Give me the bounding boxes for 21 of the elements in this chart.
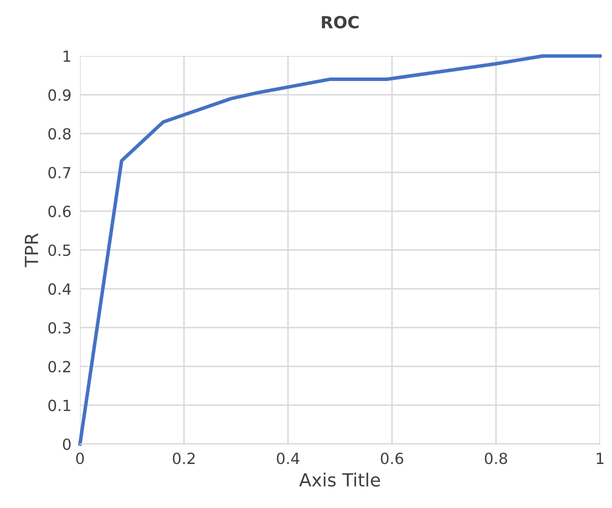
y-tick-label: 0 — [62, 438, 71, 450]
x-tick-label: 0.8 — [484, 452, 508, 464]
y-tick-label: 0.5 — [48, 244, 70, 256]
x-tick-label: 0.6 — [380, 452, 404, 464]
line-series — [78, 54, 602, 446]
y-tick-label: 0.4 — [48, 283, 71, 295]
x-tick-label: 0.4 — [276, 452, 300, 464]
y-axis-title: TPR — [24, 233, 38, 268]
y-tick-label: 0.7 — [48, 166, 70, 178]
chart-title: ROC — [322, 16, 359, 28]
y-tick-label: 0.6 — [48, 206, 71, 218]
y-tick-label: 1 — [64, 50, 70, 62]
x-tick-label: 0.2 — [172, 452, 195, 464]
y-tick-label: 0.8 — [48, 128, 71, 140]
y-tick-label: 0.2 — [48, 360, 70, 372]
y-tick-label: 0.3 — [48, 322, 70, 334]
x-axis-title: Axis Title — [299, 472, 380, 487]
y-tick-label: 0.1 — [48, 400, 70, 412]
x-tick-label: 0 — [76, 452, 84, 464]
x-tick-label: 1 — [596, 452, 604, 464]
y-tick-label: 0.9 — [48, 89, 71, 101]
